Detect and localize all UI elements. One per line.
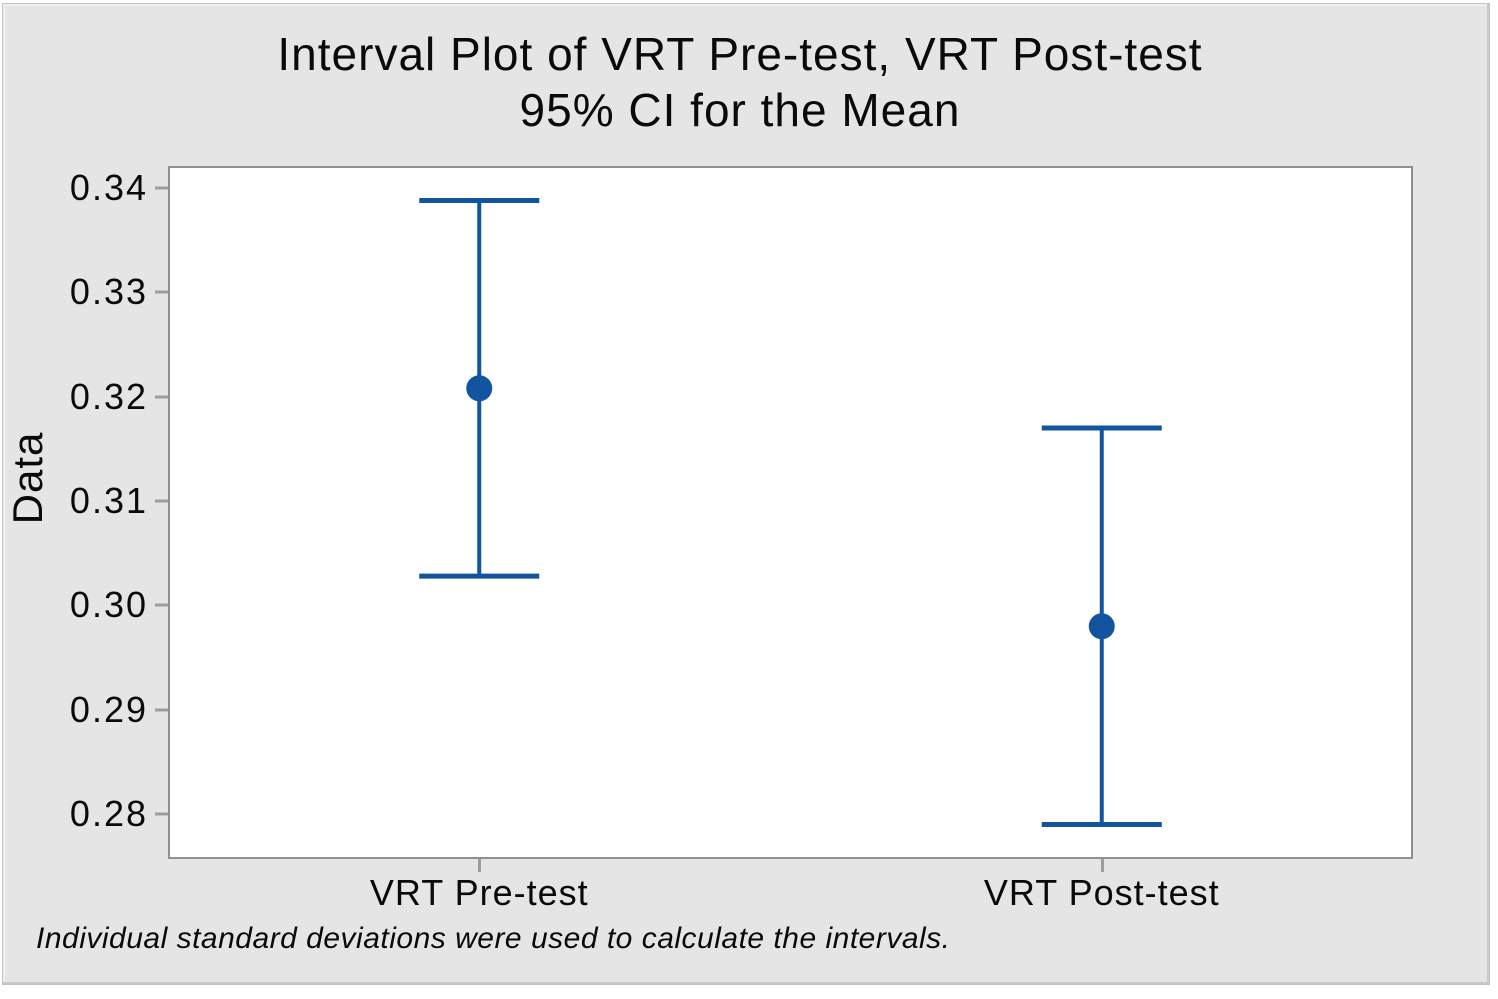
y-tick-label: 0.33 — [69, 271, 148, 313]
y-tick-mark — [155, 708, 168, 712]
chart-footnote: Individual standard deviations were used… — [36, 922, 951, 955]
y-tick-label: 0.28 — [69, 793, 148, 835]
interval-plot-svg — [419, 197, 1162, 828]
y-tick-mark — [155, 603, 168, 607]
interval-group — [419, 197, 540, 579]
y-tick-label: 0.29 — [69, 688, 148, 730]
x-tick-mark — [1100, 859, 1104, 872]
y-tick-label: 0.32 — [69, 375, 148, 417]
y-tick-label: 0.34 — [69, 166, 148, 208]
y-tick-mark — [155, 186, 168, 190]
y-tick-mark — [155, 499, 168, 503]
x-category-label: VRT Pre-test — [369, 872, 589, 913]
chart-title-block: Interval Plot of VRT Pre-test, VRT Post-… — [0, 26, 1480, 138]
x-tick-mark — [478, 859, 482, 872]
y-tick-label: 0.31 — [69, 480, 148, 522]
x-category-label: VRT Post-test — [983, 872, 1220, 913]
chart-subtitle: 95% CI for the Mean — [519, 84, 961, 137]
plot-area — [168, 166, 1413, 859]
y-tick-mark — [155, 290, 168, 294]
mean-marker — [466, 375, 493, 402]
chart-title: Interval Plot of VRT Pre-test, VRT Post-… — [277, 28, 1203, 80]
y-tick-mark — [155, 395, 168, 399]
y-tick-label: 0.30 — [69, 584, 148, 626]
mean-marker — [1088, 613, 1115, 640]
y-tick-mark — [155, 812, 168, 816]
interval-group — [1041, 425, 1162, 828]
